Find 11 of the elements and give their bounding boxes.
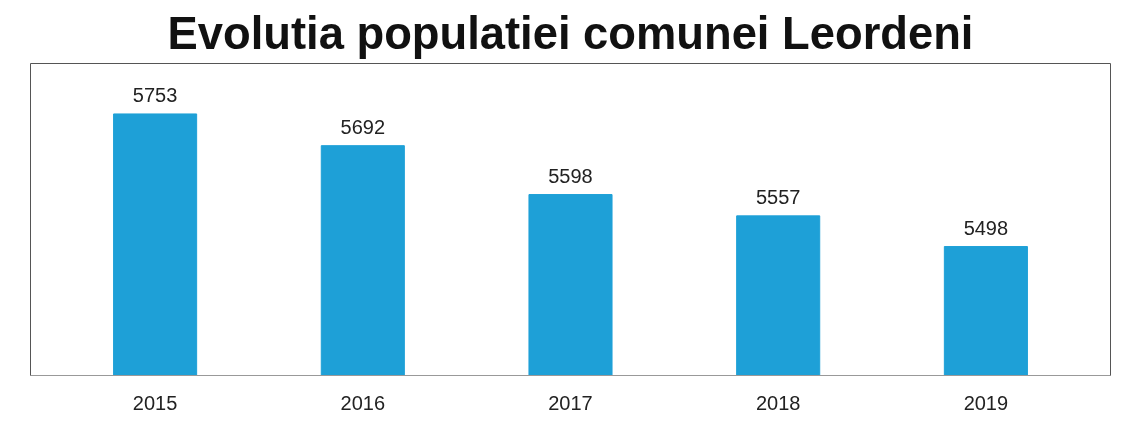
data-label: 5498	[963, 216, 1009, 239]
x-tick-label: 2016	[340, 391, 386, 414]
x-tick-label: 2017	[548, 391, 593, 414]
data-label: 5557	[755, 185, 801, 208]
x-tick-label: 2018	[755, 391, 801, 414]
data-label: 5598	[548, 164, 593, 187]
data-label: 5692	[340, 115, 386, 138]
chart-title: Evolutia populatiei comunei Leordeni	[167, 7, 974, 59]
x-tick-label: 2015	[132, 391, 178, 414]
data-label: 5753	[132, 83, 178, 106]
x-tick-label: 2019	[963, 391, 1009, 414]
